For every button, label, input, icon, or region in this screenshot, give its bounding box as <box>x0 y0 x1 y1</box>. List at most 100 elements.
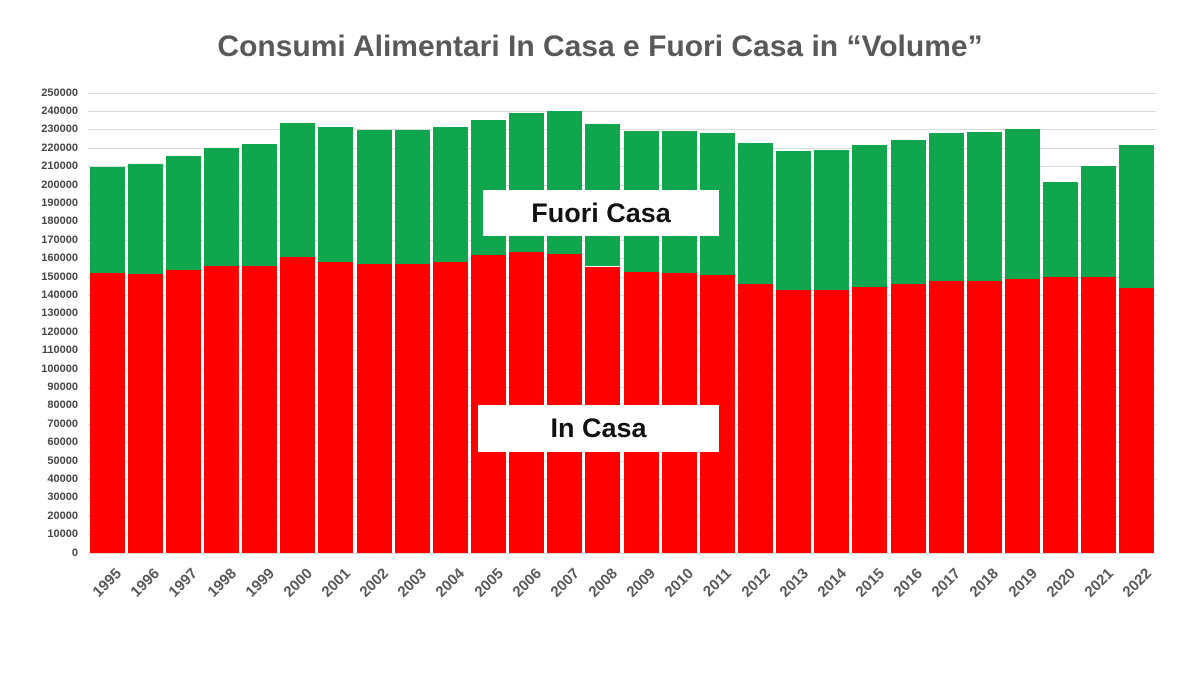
y-axis-tick-label: 30000 <box>47 491 78 504</box>
y-axis-tick-label: 140000 <box>41 288 78 301</box>
gridline-110000 <box>88 350 1156 352</box>
y-axis-tick-label: 110000 <box>41 344 78 357</box>
gridline-40000 <box>88 478 1156 480</box>
gridline-250000 <box>88 92 1156 94</box>
fuori-casa-label: Fuori Casa <box>531 197 671 228</box>
bar-2014-in-casa <box>814 290 850 553</box>
y-axis-tick-label: 40000 <box>47 472 78 485</box>
bar-2001-fuori-casa <box>318 126 354 262</box>
gridline-210000 <box>88 166 1156 168</box>
y-axis-tick-label: 170000 <box>41 233 78 246</box>
y-axis-tick-label: 180000 <box>41 215 78 228</box>
x-axis-year-label-2009: 2009 <box>623 565 660 601</box>
bar-2014-fuori-casa <box>814 150 850 291</box>
gridline-130000 <box>88 313 1156 315</box>
y-axis-tick-label: 70000 <box>47 417 78 430</box>
y-axis-tick-label: 220000 <box>41 141 78 154</box>
y-axis-tick-label: 200000 <box>41 178 78 191</box>
bar-2002-fuori-casa <box>356 129 392 264</box>
bar-2017-fuori-casa <box>928 133 964 282</box>
bar-1996-in-casa <box>127 274 163 553</box>
x-axis-year-label-2008: 2008 <box>585 565 621 601</box>
y-axis-tick-label: 50000 <box>47 454 78 467</box>
x-axis-year-label-2014: 2014 <box>814 565 850 601</box>
bar-1997-in-casa <box>165 269 201 553</box>
y-axis-tick-label: 10000 <box>47 528 78 541</box>
bar-2004-fuori-casa <box>432 126 468 263</box>
gridline-20000 <box>88 515 1156 517</box>
y-axis-tick-label: 100000 <box>41 362 78 375</box>
x-axis-year-label-2010: 2010 <box>661 565 698 601</box>
bar-2003-in-casa <box>394 263 430 553</box>
bar-2019-fuori-casa <box>1005 128 1040 280</box>
gridline-220000 <box>88 147 1156 149</box>
y-axis-tick-label: 230000 <box>41 123 78 136</box>
x-axis-year-label-2007: 2007 <box>547 565 583 601</box>
chart-title: Consumi Alimentari In Casa e Fuori Casa … <box>217 30 983 63</box>
fuori-casa-label-box: Fuori Casa <box>483 190 719 236</box>
gridline-240000 <box>88 110 1156 112</box>
gridline-200000 <box>88 184 1156 186</box>
x-axis-year-label-2017: 2017 <box>928 565 965 601</box>
y-axis-tick-label: 150000 <box>41 270 78 283</box>
bar-2005-in-casa <box>471 254 506 553</box>
x-axis-year-label-2016: 2016 <box>890 565 927 601</box>
bar-2002-in-casa <box>356 263 392 553</box>
bar-2021-in-casa <box>1081 277 1117 553</box>
plot-area <box>88 92 1156 554</box>
bar-2013-fuori-casa <box>776 150 812 291</box>
gridline-170000 <box>88 239 1156 241</box>
gridline-160000 <box>88 258 1156 260</box>
bar-1995-in-casa <box>89 273 125 553</box>
bar-2017-in-casa <box>928 281 964 553</box>
bar-2021-fuori-casa <box>1081 165 1117 277</box>
x-axis-year-label-2021: 2021 <box>1081 565 1117 601</box>
bar-2013-in-casa <box>776 290 812 553</box>
y-axis-tick-label: 130000 <box>41 307 78 320</box>
gridline-230000 <box>88 129 1156 131</box>
bar-1999-in-casa <box>242 266 278 553</box>
x-axis-year-label-2018: 2018 <box>966 565 1003 601</box>
x-axis-year-label-2015: 2015 <box>852 565 888 601</box>
bar-2012-in-casa <box>738 283 773 553</box>
y-axis-tick-label: 210000 <box>41 160 78 173</box>
bar-2019-in-casa <box>1005 279 1040 553</box>
x-axis-year-label-1995: 1995 <box>89 565 126 601</box>
x-axis-year-label-2005: 2005 <box>470 565 507 601</box>
y-axis-tick-label: 240000 <box>41 104 78 117</box>
y-axis-tick-label: 190000 <box>41 196 78 209</box>
x-axis-year-label-2022: 2022 <box>1119 565 1155 601</box>
x-axis-year-label-1998: 1998 <box>203 565 240 601</box>
y-axis-tick-label: 60000 <box>47 436 78 449</box>
y-axis-tick-label: 250000 <box>41 86 78 99</box>
x-axis-year-label-2004: 2004 <box>432 565 469 601</box>
bar-2020-in-casa <box>1043 277 1079 553</box>
bar-2001-in-casa <box>318 261 354 553</box>
bar-2016-fuori-casa <box>890 139 926 285</box>
gridline-150000 <box>88 276 1156 278</box>
gridline-0 <box>88 552 1156 554</box>
gridline-50000 <box>88 460 1156 462</box>
x-axis-year-label-2019: 2019 <box>1004 565 1041 601</box>
x-axis-year-label-1996: 1996 <box>127 565 164 601</box>
bar-2016-in-casa <box>890 284 926 553</box>
gridline-140000 <box>88 294 1156 296</box>
bar-1998-in-casa <box>204 266 239 553</box>
bar-2018-fuori-casa <box>966 132 1002 282</box>
gridline-90000 <box>88 386 1156 388</box>
y-axis-tick-label: 120000 <box>41 325 78 338</box>
bar-2012-fuori-casa <box>738 142 773 284</box>
bar-2022-fuori-casa <box>1119 144 1155 288</box>
bar-2022-in-casa <box>1119 287 1155 553</box>
bar-2004-in-casa <box>432 262 468 553</box>
bar-1999-fuori-casa <box>242 143 278 267</box>
y-axis-tick-label: 80000 <box>47 399 78 412</box>
bar-2020-fuori-casa <box>1043 181 1079 277</box>
bar-1998-fuori-casa <box>204 148 239 267</box>
y-axis-tick-label: 90000 <box>47 380 78 393</box>
bar-2018-in-casa <box>966 281 1002 553</box>
y-axis-tick-label: 160000 <box>41 252 78 265</box>
bar-2006-in-casa <box>509 252 545 553</box>
x-axis-year-label-2002: 2002 <box>356 565 393 601</box>
bar-1996-fuori-casa <box>127 164 163 275</box>
